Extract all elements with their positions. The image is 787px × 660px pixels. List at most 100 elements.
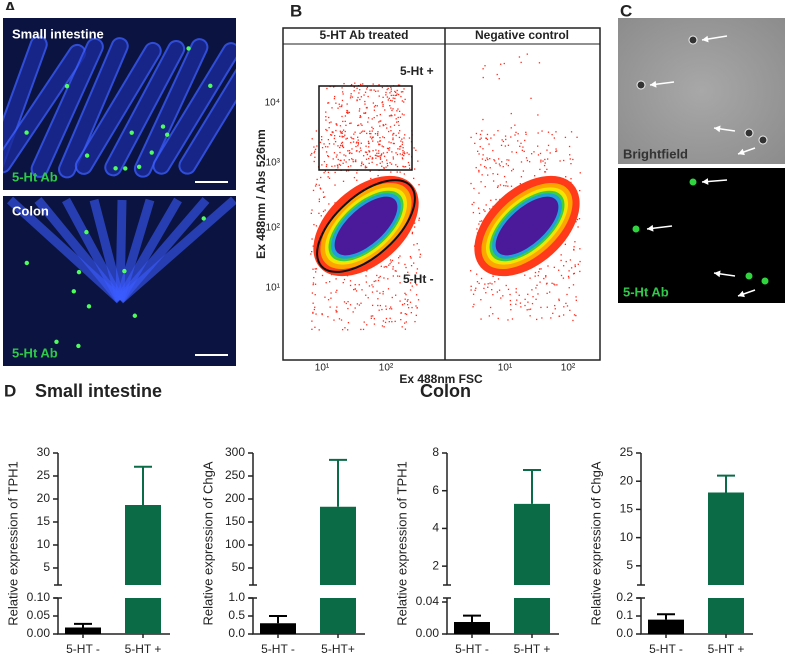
event <box>411 306 413 309</box>
event <box>495 162 497 164</box>
density <box>334 196 398 256</box>
event <box>340 105 343 108</box>
event <box>344 115 347 117</box>
event <box>335 156 338 158</box>
axis-break <box>249 584 257 599</box>
event <box>341 99 344 102</box>
event <box>497 278 500 280</box>
event <box>510 309 512 311</box>
event <box>346 110 349 112</box>
event <box>418 217 421 219</box>
y-tick-label: 150 <box>225 514 245 528</box>
event <box>473 201 475 204</box>
event <box>354 82 356 84</box>
event <box>519 302 522 304</box>
event <box>351 152 353 155</box>
event <box>345 155 347 157</box>
event <box>325 128 327 131</box>
gate-label: 5-Ht + <box>400 64 434 78</box>
event <box>478 212 481 215</box>
cell <box>24 260 29 266</box>
event <box>406 152 408 154</box>
bar <box>320 506 356 634</box>
event <box>520 306 522 308</box>
event <box>411 232 413 235</box>
event <box>332 131 334 134</box>
event <box>552 312 554 315</box>
event <box>347 322 350 324</box>
event <box>391 100 393 102</box>
y-tick-label: 25 <box>620 445 634 459</box>
event <box>354 288 356 290</box>
event <box>507 288 510 291</box>
event <box>544 171 547 173</box>
cell <box>76 269 82 275</box>
clip <box>0 190 240 196</box>
event <box>394 97 396 100</box>
event <box>399 145 401 148</box>
event <box>324 196 326 198</box>
event <box>575 221 577 223</box>
event <box>327 171 330 174</box>
event <box>375 280 377 282</box>
y-tick-label: 8 <box>432 445 439 459</box>
event <box>391 115 393 117</box>
event <box>357 139 359 141</box>
y-axis-label: Relative expression of TPH1 <box>394 461 409 626</box>
event <box>366 88 368 90</box>
event <box>472 306 474 308</box>
event <box>483 165 486 168</box>
event <box>392 108 394 110</box>
event <box>510 127 512 129</box>
event <box>398 110 401 113</box>
event <box>537 293 539 295</box>
event <box>359 147 362 149</box>
event <box>339 146 341 149</box>
event <box>403 101 405 103</box>
event <box>312 312 314 314</box>
event <box>330 134 332 136</box>
event <box>363 94 365 96</box>
event <box>525 157 528 159</box>
clip <box>0 0 3 370</box>
event <box>569 259 572 261</box>
event <box>486 138 489 141</box>
event <box>500 297 502 299</box>
clip <box>0 10 240 18</box>
event <box>350 165 352 167</box>
event <box>416 268 419 270</box>
event <box>560 254 562 256</box>
event <box>503 184 505 187</box>
event <box>532 296 534 298</box>
event <box>370 315 372 317</box>
event <box>402 91 404 93</box>
event <box>573 246 575 248</box>
event <box>379 275 381 278</box>
event <box>400 140 402 142</box>
event <box>362 155 365 157</box>
event <box>416 284 418 286</box>
event <box>385 305 387 307</box>
event <box>563 265 565 267</box>
event <box>554 304 556 307</box>
event <box>501 139 503 141</box>
event <box>572 158 574 161</box>
event <box>472 293 475 295</box>
event <box>547 131 550 133</box>
cell <box>160 124 166 129</box>
event <box>376 152 378 154</box>
event <box>570 267 573 269</box>
event <box>505 163 508 165</box>
event <box>321 274 324 277</box>
event <box>483 287 485 290</box>
event <box>394 114 396 116</box>
event <box>501 161 503 163</box>
event <box>331 107 333 109</box>
crypt <box>62 197 124 303</box>
event <box>395 91 397 94</box>
tick-label: 10¹ <box>266 283 281 294</box>
event <box>489 167 491 169</box>
event <box>533 175 536 177</box>
y-tick-label: 25 <box>37 468 51 482</box>
event <box>570 131 573 133</box>
